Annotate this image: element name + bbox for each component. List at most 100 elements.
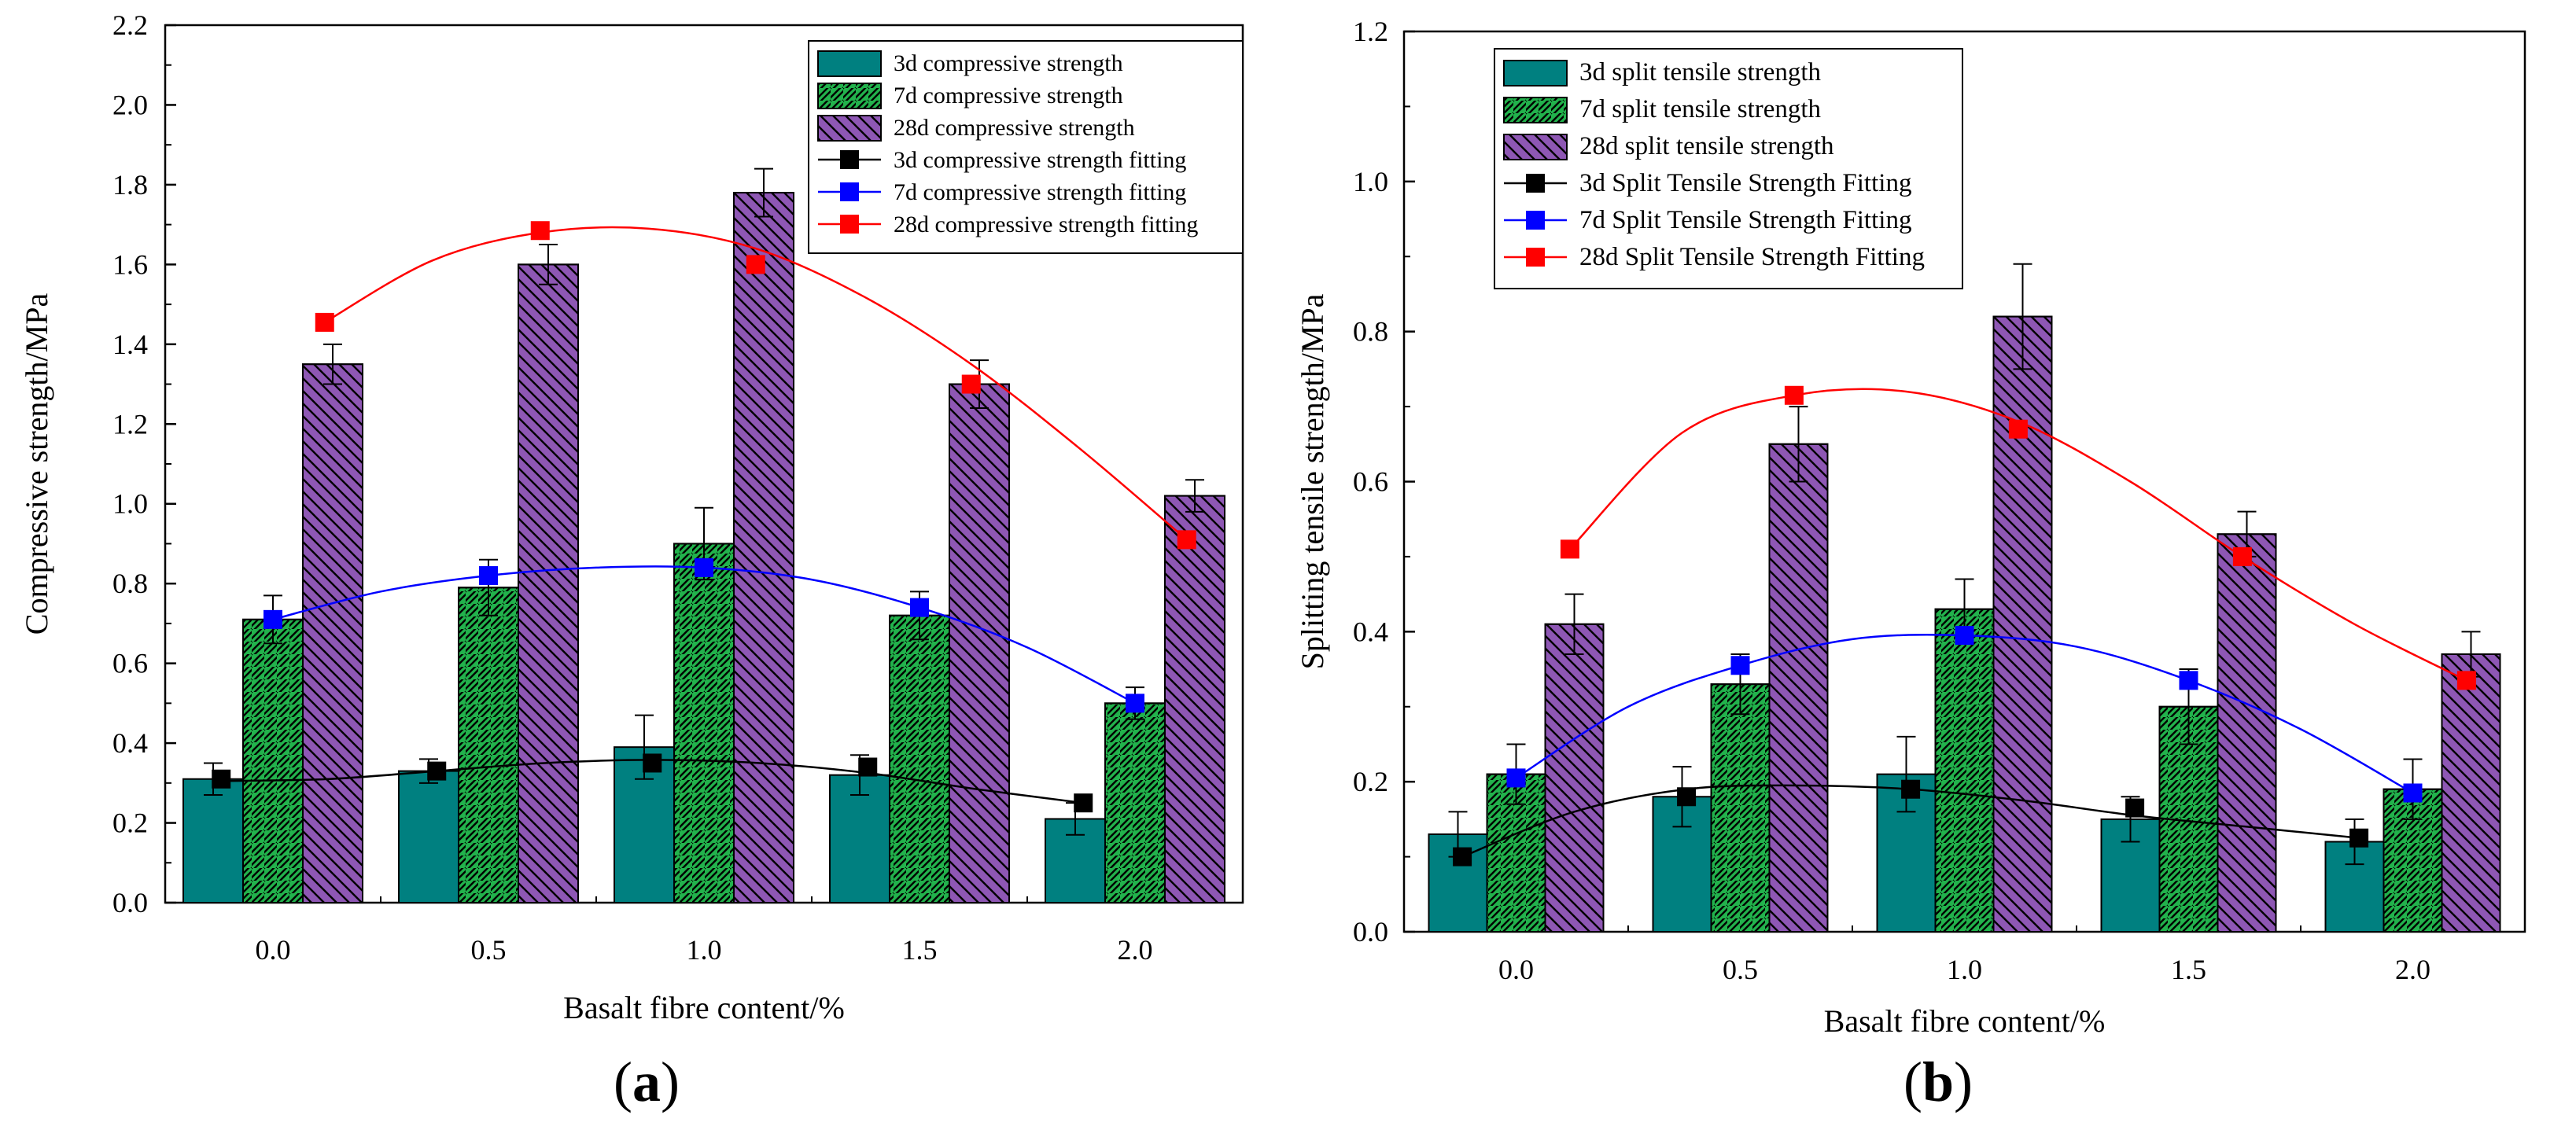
legend-marker	[840, 215, 859, 234]
bar-hatch	[1104, 702, 1166, 904]
y-tick-label: 0.0	[112, 887, 148, 918]
chart-a-svg: 0.0 0.2 0.4 0.6 0.8 1.0 1.2 1.4 1.6 1.8 2.0 2.2 0.0 0…	[19, 9, 1244, 1025]
x-tick-label: 1.5	[902, 934, 938, 966]
legend-marker	[1526, 211, 1545, 230]
x-tick-label: 0.5	[471, 934, 507, 966]
x-tick-label: 1.0	[687, 934, 722, 966]
fit-marker	[2456, 671, 2476, 690]
y-tick-label: 1.2	[112, 408, 148, 440]
legend-marker	[1526, 248, 1545, 267]
bar-hatch	[733, 192, 794, 903]
y-tick-label: 2.0	[112, 89, 148, 120]
legend-label: 28d split tensile strength	[1579, 132, 1834, 160]
fit-marker	[315, 312, 334, 332]
y-tick-label: 2.2	[112, 9, 148, 41]
bar-hatch	[889, 614, 950, 903]
x-tick-label: 1.0	[1947, 954, 1982, 985]
y-tick-label: 0.6	[112, 648, 148, 679]
y-tick-label: 1.8	[112, 169, 148, 201]
chart-b-svg: 0.0 0.2 0.4 0.6 0.8 1.0 1.2 0.0 0.5 1.0 1.5 2.0 Basa…	[1295, 16, 2526, 1039]
bar-hatch	[302, 363, 363, 903]
fit-marker	[1506, 768, 1526, 788]
fit-marker	[212, 769, 231, 789]
legend-swatch	[1503, 60, 1568, 86]
bar-3d-0.5	[398, 770, 459, 903]
y-tick-label: 0.4	[1353, 616, 1388, 647]
y-tick-label: 1.6	[112, 248, 148, 280]
y-tick-label: 1.4	[112, 329, 148, 360]
bar-hatch	[949, 383, 1010, 903]
bar-3d-0.0	[182, 778, 244, 904]
legend-label: 7d compressive strength fitting	[894, 179, 1186, 205]
fit-marker	[2125, 798, 2145, 818]
bar-hatch	[1544, 623, 1605, 933]
chart-panel-b: 0.0 0.2 0.4 0.6 0.8 1.0 1.2 0.0 0.5 1.0 1.5 2.0 Basa…	[1274, 0, 2576, 1148]
fit-marker	[1453, 847, 1472, 867]
legend-label: 7d compressive strength	[894, 83, 1123, 109]
x-tick-label: 0.5	[1723, 954, 1758, 985]
bar-hatch	[673, 543, 735, 903]
legend-label: 28d compressive strength fitting	[894, 212, 1198, 237]
fit-marker	[2403, 783, 2423, 803]
legend-marker	[1526, 174, 1545, 193]
legend-marker	[840, 150, 859, 169]
fit-marker	[1784, 385, 1804, 405]
bar-hatch	[1710, 683, 1771, 933]
y-tick-label: 0.4	[112, 727, 148, 759]
legend-label: 3d compressive strength fitting	[894, 147, 1186, 173]
panel-label-b: (b)	[1903, 1050, 1973, 1113]
legend-marker	[840, 182, 859, 201]
legend-label: 28d Split Tensile Strength Fitting	[1579, 243, 1925, 271]
panel-label-a: (a)	[614, 1050, 680, 1113]
bar-hatch	[1768, 443, 1829, 933]
y-tick-label: 1.0	[1353, 166, 1388, 197]
y-axis-title: Compressive strength/MPa	[19, 293, 54, 635]
bar-hatch	[2441, 653, 2501, 933]
legend-label: 7d Split Tensile Strength Fitting	[1579, 206, 1911, 234]
fit-marker	[1560, 539, 1579, 559]
fit-marker	[2232, 546, 2252, 566]
y-tick-label: 1.0	[112, 488, 148, 520]
bar-hatch	[2217, 533, 2277, 933]
fit-marker	[695, 557, 713, 577]
bar-hatch	[242, 618, 304, 903]
legend-label: 3d compressive strength	[894, 50, 1123, 76]
y-tick-label: 0.8	[112, 568, 148, 599]
fit-marker	[1074, 793, 1093, 813]
x-tick-label: 2.0	[1118, 934, 1153, 966]
y-axis-title: Splitting tensile strength/MPa	[1295, 293, 1330, 669]
bar-hatch	[1164, 495, 1225, 903]
x-axis-title: Basalt fibre content/%	[563, 990, 845, 1025]
bar-hatch	[1992, 315, 2053, 933]
legend-label: 3d Split Tensile Strength Fitting	[1579, 169, 1911, 197]
fit-marker	[530, 221, 550, 241]
fit-marker	[858, 757, 878, 777]
legend-swatch	[817, 50, 882, 77]
legend-label: 3d split tensile strength	[1579, 58, 1822, 86]
y-tick-label: 0.2	[112, 808, 148, 839]
fit-curve	[324, 226, 1188, 541]
fit-marker	[2349, 828, 2369, 848]
y-tick-label: 0.2	[1353, 766, 1388, 797]
fit-marker	[643, 753, 662, 773]
bar-hatch	[458, 587, 519, 903]
fit-marker	[961, 374, 981, 394]
y-tick-label: 0.8	[1353, 316, 1388, 348]
y-tick-label: 1.2	[1353, 16, 1388, 47]
fit-marker	[1901, 779, 1921, 799]
legend-swatch-hatch	[817, 115, 882, 142]
fit-marker	[1177, 530, 1196, 550]
legend-box	[1494, 48, 1963, 289]
legend-label: 7d split tensile strength	[1579, 95, 1822, 123]
x-tick-label: 0.0	[1498, 954, 1534, 985]
fit-marker	[1730, 656, 1750, 675]
x-axis-title: Basalt fibre content/%	[1824, 1003, 2106, 1039]
fit-marker	[427, 761, 447, 781]
fit-marker	[2008, 419, 2028, 439]
chart-panel-a: 0.0 0.2 0.4 0.6 0.8 1.0 1.2 1.4 1.6 1.8 2.0 2.2 0.0 0…	[0, 0, 1274, 1148]
fit-marker	[479, 566, 498, 586]
bar-hatch	[518, 263, 579, 903]
fit-marker	[746, 255, 765, 274]
y-tick-label: 0.6	[1353, 466, 1388, 498]
fit-marker	[910, 598, 929, 617]
